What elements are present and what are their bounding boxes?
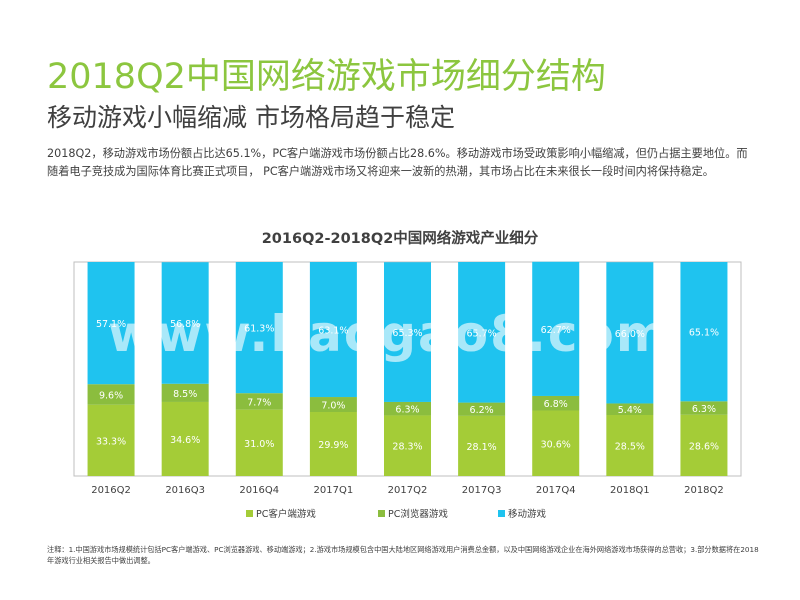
bar-segment xyxy=(87,384,135,405)
bar-segment xyxy=(309,412,357,476)
bar-segment xyxy=(458,415,506,476)
data-label: 29.9% xyxy=(318,440,348,451)
legend-label: PC客户端游戏 xyxy=(256,508,316,520)
data-label: 65.7% xyxy=(467,328,497,339)
x-tick-label: 2016Q4 xyxy=(239,485,279,496)
data-label: 28.1% xyxy=(467,442,497,453)
bar-segment xyxy=(161,401,209,476)
x-tick-label: 2017Q3 xyxy=(462,485,502,496)
data-label: 63.1% xyxy=(318,326,348,337)
bar-segment xyxy=(458,262,506,403)
bar-segment xyxy=(606,403,654,416)
data-label: 5.4% xyxy=(618,405,642,416)
bar-segment xyxy=(87,262,135,385)
bar-segment xyxy=(458,402,506,416)
x-tick-label: 2017Q2 xyxy=(388,485,428,496)
data-label: 65.1% xyxy=(689,328,719,339)
legend-swatch xyxy=(378,510,385,517)
bar-segment xyxy=(235,262,283,394)
x-tick-label: 2016Q2 xyxy=(91,485,131,496)
x-tick-label: 2017Q4 xyxy=(536,485,576,496)
legend-label: 移动游戏 xyxy=(508,508,547,520)
legend-label: PC浏览器游戏 xyxy=(388,508,448,520)
x-tick-label: 2016Q3 xyxy=(165,485,205,496)
bar-segment xyxy=(161,383,209,402)
bar-segment xyxy=(606,262,654,404)
bar-segment xyxy=(161,262,209,384)
bar-segment xyxy=(532,410,580,476)
bar-segment xyxy=(532,395,580,411)
data-label: 6.2% xyxy=(470,405,494,416)
legend-swatch xyxy=(498,510,505,517)
data-label: 62.7% xyxy=(541,325,571,336)
data-label: 6.3% xyxy=(692,404,716,415)
data-label: 28.3% xyxy=(392,442,422,453)
chart-title: 2016Q2-2018Q2中国网络游戏产业细分 xyxy=(261,231,539,247)
data-label: 6.3% xyxy=(395,405,419,416)
page-title: 2018Q2中国网络游戏市场细分结构 xyxy=(47,57,606,97)
legend-swatch xyxy=(246,510,253,517)
x-tick-label: 2018Q2 xyxy=(684,485,724,496)
data-label: 65.3% xyxy=(392,328,422,339)
data-label: 8.5% xyxy=(173,389,197,400)
bar-segment xyxy=(680,401,728,415)
data-label: 61.3% xyxy=(244,324,274,335)
footnote: 注释：1.中国游戏市场规模统计包括PC客户端游戏、PC浏览器游戏、移动端游戏；2… xyxy=(47,545,759,565)
data-label: 30.6% xyxy=(541,439,571,450)
description-paragraph: 2018Q2，移动游戏市场份额占比达65.1%，PC客户端游戏市场份额占比28.… xyxy=(47,147,748,178)
data-label: 34.6% xyxy=(170,435,200,446)
bar-segment xyxy=(87,404,135,476)
data-label: 33.3% xyxy=(96,436,126,447)
data-label: 7.7% xyxy=(247,397,271,408)
data-label: 28.5% xyxy=(615,442,645,453)
bar-segment xyxy=(680,414,728,476)
data-label: 28.6% xyxy=(689,441,719,452)
data-label: 7.0% xyxy=(321,401,345,412)
bar-segment xyxy=(680,262,728,402)
x-tick-label: 2017Q1 xyxy=(314,485,354,496)
x-tick-label: 2018Q1 xyxy=(610,485,650,496)
bar-segment xyxy=(384,262,431,402)
bar-segment xyxy=(606,415,654,476)
watermark: www.baogao8.com xyxy=(108,305,671,363)
bar-segment xyxy=(384,415,431,476)
data-label: 57.1% xyxy=(96,319,126,330)
data-label: 31.0% xyxy=(244,439,274,450)
bar-segment xyxy=(309,397,357,413)
bar-segment xyxy=(235,393,283,410)
bar-segment xyxy=(309,262,357,398)
data-label: 56.8% xyxy=(170,319,200,330)
page-subtitle: 移动游戏小幅缩减 市场格局趋于稳定 xyxy=(47,103,455,132)
bar-segment xyxy=(532,261,580,396)
bar-segment xyxy=(384,401,431,416)
data-label: 6.8% xyxy=(544,399,568,410)
data-label: 9.6% xyxy=(99,390,123,401)
bar-segment xyxy=(235,409,283,476)
data-label: 66.0% xyxy=(615,329,645,340)
